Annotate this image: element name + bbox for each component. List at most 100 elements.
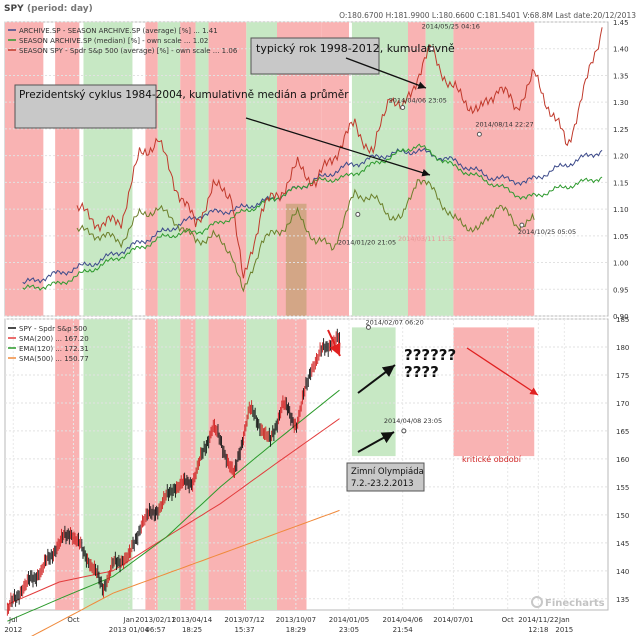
lower-zone-green-5 xyxy=(195,319,209,610)
x-tick-sublabel: 2012 xyxy=(4,626,22,634)
callout-typical-year-box xyxy=(250,37,380,75)
x-tick-sublabel: 21:54 xyxy=(393,626,414,634)
lower-zone-green-1 xyxy=(83,319,133,610)
lower-ma-line-2 xyxy=(23,509,340,640)
upper-y-tick-label: 0.90 xyxy=(613,313,629,321)
annotation-date-label: 2014/02/07 06:20 xyxy=(365,318,423,326)
legend-entry-season-spy: SEASON SPY - Spdr S&p 500 (average) [%] … xyxy=(19,47,238,55)
lower-y-tick-label: 140 xyxy=(616,568,629,576)
lower-zone-red-0 xyxy=(55,319,80,610)
upper-y-tick-label: 1.40 xyxy=(613,46,629,54)
upper-series-line-1 xyxy=(22,143,603,291)
legend-entry-archive-median: SEASON ARCHIVE.SP (median) [%] - own sca… xyxy=(19,37,208,45)
x-tick-label: 2013/10/07 xyxy=(276,616,316,624)
olympics-line-1: Zimní Olympiáda xyxy=(351,467,424,477)
upper-zone-green-5 xyxy=(195,22,209,316)
lower-y-tick-label: 180 xyxy=(616,344,629,352)
olympics-callout: Zimní Olympiáda 7.2.-23.2.2013 xyxy=(346,462,425,492)
faded-date-label: 2014/03/11 11:55 xyxy=(398,235,456,243)
upper-y-tick-label: 1.35 xyxy=(613,72,629,80)
lower-y-tick-label: 150 xyxy=(616,512,629,520)
arrow-up-black-1 xyxy=(357,364,396,394)
x-tick-label: Jan xyxy=(123,616,135,624)
annotation-dot xyxy=(400,105,406,111)
upper-y-tick-label: 1.30 xyxy=(613,99,629,107)
series-layer xyxy=(6,27,603,640)
upper-zone-red-12 xyxy=(453,22,535,316)
annotation-date-label: 2014/10/25 05:05 xyxy=(518,228,576,236)
lower-y-tick-label: 175 xyxy=(616,372,629,380)
lower-y-tick-label: 135 xyxy=(616,596,629,604)
annotation-date-label: 2014/04/06 23:05 xyxy=(389,97,447,105)
x-tick-sublabel: 23:05 xyxy=(339,626,359,634)
upper-series-line-2 xyxy=(76,27,603,279)
upper-zone-green-11 xyxy=(425,22,454,316)
olympics-callout-box xyxy=(346,462,425,492)
upper-y-tick-label: 1.10 xyxy=(613,206,629,214)
lower-y-tick-label: 165 xyxy=(616,428,629,436)
arrow-down-red-critical xyxy=(466,347,539,396)
lower-y-tick-label: 145 xyxy=(616,540,629,548)
annotation-dot xyxy=(476,131,482,137)
upper-legend: ARCHIVE.SP - SEASON ARCHIVE.SP (average)… xyxy=(8,27,238,55)
annotation-layer: 2014/05/25 04:16 2014/04/06 23:05 2014/08/… xyxy=(245,23,576,453)
x-tick-sublabel: 2015 xyxy=(555,626,573,634)
x-tick-label: Oct xyxy=(502,616,514,624)
x-tick-sublabel: 2013 01/04 xyxy=(109,626,150,634)
lower-zone-red-2 xyxy=(145,319,158,610)
callout-presidential-cycle: Prezidentský cyklus 1984-2004, kumulativ… xyxy=(14,84,349,129)
annotation-dot xyxy=(365,324,371,330)
question-marks-line-1: ?????? xyxy=(404,346,456,364)
lower-box-red-1 xyxy=(453,327,535,457)
upper-series-line-3 xyxy=(76,179,535,293)
x-tick-label: 2013/04/14 xyxy=(172,616,213,624)
upper-y-tick-label: 1.15 xyxy=(613,179,629,187)
watermark-text: Finecharts xyxy=(545,598,605,609)
callout-typical-year: typický rok 1998-2012, kumulativně xyxy=(250,37,455,75)
upper-zone-red-4 xyxy=(180,22,196,316)
upper-y-tick-label: 1.00 xyxy=(613,260,629,268)
upper-y-tick-label: 1.20 xyxy=(613,153,629,161)
lower-zone-red-8 xyxy=(276,319,307,610)
finecharts-watermark: Finecharts xyxy=(531,596,605,609)
callout-typical-year-text: typický rok 1998-2012, kumulativně xyxy=(256,42,455,55)
annotation-dot xyxy=(401,428,407,434)
legend-entry-sma200: SMA(200) ... 167.20 xyxy=(19,335,89,343)
watermark-icon xyxy=(531,596,543,608)
axis-ticks-layer: 1.45 1.40 1.35 1.30 1.25 1.20 1.15 1.10 1.05 1.00… xyxy=(4,19,629,634)
x-tick-sublabel: 06:57 xyxy=(145,626,165,634)
upper-zone-red-6 xyxy=(208,22,247,316)
x-tick-label: 2014/04/06 xyxy=(382,616,423,624)
upper-zone-red-0 xyxy=(55,22,80,316)
x-tick-sublabel: 18:25 xyxy=(182,626,202,634)
x-tick-label: Jan xyxy=(558,616,570,624)
annotation-date-label: 2014/04/08 23:05 xyxy=(384,417,442,425)
zones-layer xyxy=(5,22,535,610)
chart-period: (period: day) xyxy=(27,4,93,14)
lower-ma-line-1 xyxy=(7,389,340,622)
x-tick-label: 2014/11/22 xyxy=(518,616,558,624)
upper-y-tick-label: 1.25 xyxy=(613,126,629,134)
x-tick-label: 2013/07/12 xyxy=(224,616,264,624)
upper-y-tick-label: 1.45 xyxy=(613,19,629,27)
legend-entry-ema120: EMA(120) ... 172.31 xyxy=(19,345,89,353)
x-tick-label: Jul xyxy=(8,616,18,624)
lower-ma-line-0 xyxy=(7,418,340,605)
arrow-down-red-small xyxy=(327,329,341,357)
upper-y-tick-label: 0.95 xyxy=(613,286,629,294)
upper-zone-green-1 xyxy=(83,22,133,316)
x-tick-sublabel: 18:29 xyxy=(286,626,306,634)
annotation-date-label: 2014/05/25 04:16 xyxy=(422,23,480,31)
legend-entry-archive-average: ARCHIVE.SP - SEASON ARCHIVE.SP (average)… xyxy=(19,27,218,35)
x-tick-label: 2013/02/11 xyxy=(135,616,175,624)
legend-entry-sma500: SMA(500) ... 150.77 xyxy=(19,355,89,363)
critical-period-label: kritické období xyxy=(462,454,522,464)
annotation-dot xyxy=(429,46,435,52)
x-tick-sublabel: 15:37 xyxy=(234,626,254,634)
lower-legend: SPY - Spdr S&p 500 SMA(200) ... 167.20 E… xyxy=(8,325,89,363)
arrow-presidential-cycle xyxy=(245,117,431,177)
lower-zone-green-7 xyxy=(246,319,277,610)
upper-y-tick-label: 1.05 xyxy=(613,233,629,241)
